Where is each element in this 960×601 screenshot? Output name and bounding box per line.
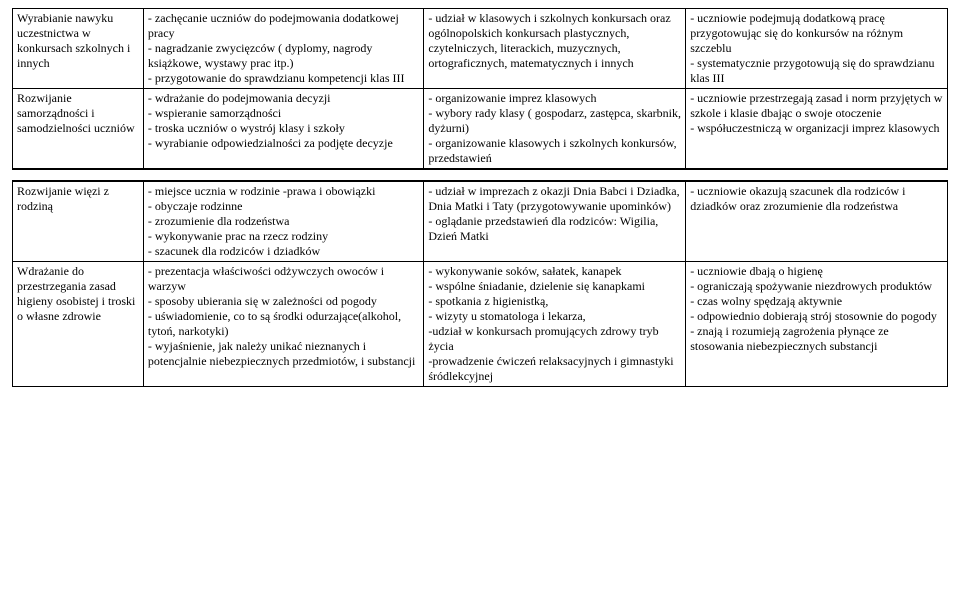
cell-topic: Rozwijanie więzi z rodziną	[13, 182, 144, 262]
cell-actions: - wdrażanie do podejmowania decyzji - ws…	[143, 89, 424, 169]
cell-topic: Wdrażanie do przestrzegania zasad higien…	[13, 262, 144, 387]
table-row: Wyrabianie nawyku uczestnictwa w konkurs…	[13, 9, 948, 89]
cell-forms: - udział w klasowych i szkolnych konkurs…	[424, 9, 686, 89]
cell-effects: - uczniowie przestrzegają zasad i norm p…	[686, 89, 948, 169]
cell-topic: Wyrabianie nawyku uczestnictwa w konkurs…	[13, 9, 144, 89]
cell-forms: - organizowanie imprez klasowych - wybor…	[424, 89, 686, 169]
spacer-row	[12, 170, 948, 181]
cell-actions: - prezentacja właściwości odżywczych owo…	[143, 262, 424, 387]
table-row: Wdrażanie do przestrzegania zasad higien…	[13, 262, 948, 387]
cell-topic: Rozwijanie samorządności i samodzielnośc…	[13, 89, 144, 169]
table-row: Rozwijanie samorządności i samodzielnośc…	[13, 89, 948, 169]
cell-forms: - wykonywanie soków, sałatek, kanapek - …	[424, 262, 686, 387]
cell-forms: - udział w imprezach z okazji Dnia Babci…	[424, 182, 686, 262]
document-page: Wyrabianie nawyku uczestnictwa w konkurs…	[0, 0, 960, 395]
table-gap	[12, 169, 948, 181]
cell-effects: - uczniowie okazują szacunek dla rodzicó…	[686, 182, 948, 262]
table-block-1: Wyrabianie nawyku uczestnictwa w konkurs…	[12, 8, 948, 169]
cell-actions: - miejsce ucznia w rodzinie -prawa i obo…	[143, 182, 424, 262]
cell-actions: - zachęcanie uczniów do podejmowania dod…	[143, 9, 424, 89]
table-row: Rozwijanie więzi z rodziną - miejsce ucz…	[13, 182, 948, 262]
cell-effects: - uczniowie dbają o higienę - ograniczaj…	[686, 262, 948, 387]
cell-effects: - uczniowie podejmują dodatkową pracę pr…	[686, 9, 948, 89]
table-block-2: Rozwijanie więzi z rodziną - miejsce ucz…	[12, 181, 948, 387]
